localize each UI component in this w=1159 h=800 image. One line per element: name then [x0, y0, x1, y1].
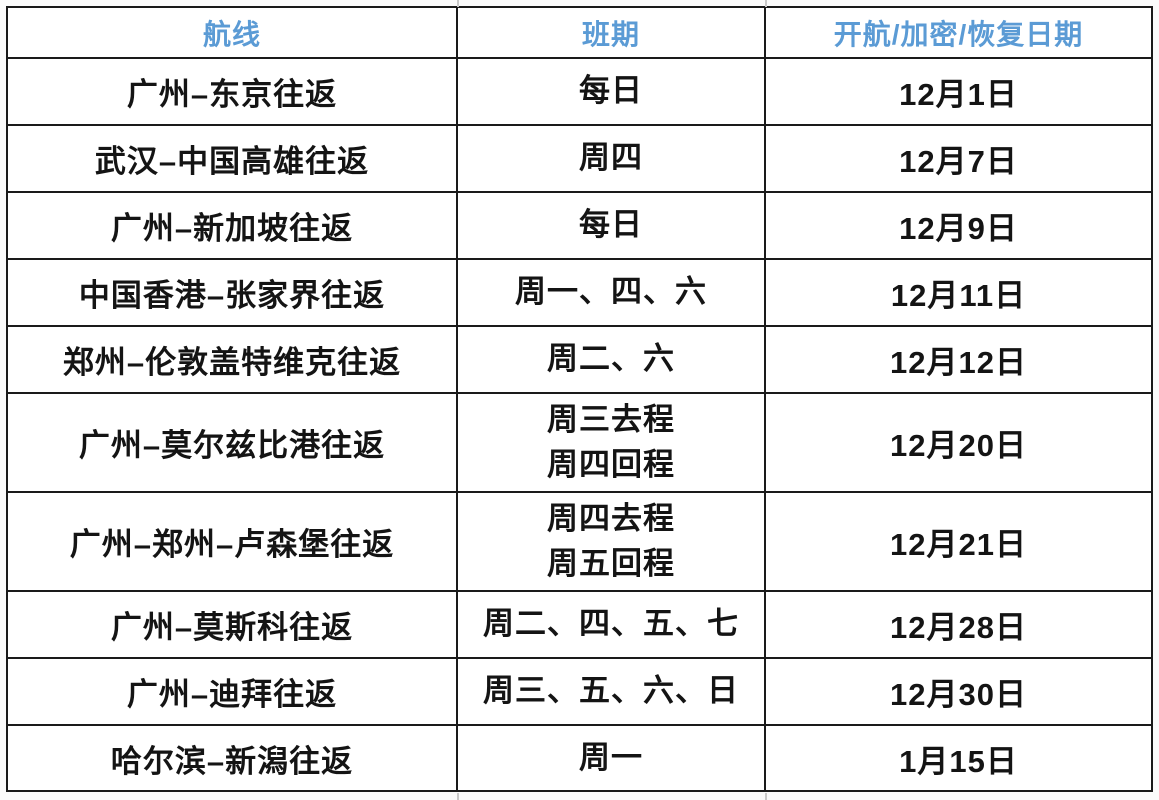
route-cell: 广州–新加坡往返 — [6, 191, 458, 260]
date-cell: 12月7日 — [764, 124, 1153, 193]
schedule-cell: 周三、五、六、日 — [456, 657, 766, 726]
table-row: 广州–莫斯科往返 周二、四、五、七 12月28日 — [6, 590, 1153, 659]
date-cell: 12月9日 — [764, 191, 1153, 260]
table-row: 中国香港–张家界往返 周一、四、六 12月11日 — [6, 258, 1153, 327]
gridline-tick — [765, 0, 767, 7]
route-cell: 郑州–伦敦盖特维克往返 — [6, 325, 458, 394]
table-row: 广州–迪拜往返 周三、五、六、日 12月30日 — [6, 657, 1153, 726]
table-row: 哈尔滨–新潟往返 周一 1月15日 — [6, 724, 1153, 792]
flight-schedule-table: 航线 班期 开航/加密/恢复日期 广州–东京往返 每日 12月1日 武汉–中国高… — [6, 6, 1153, 792]
table-row: 广州–东京往返 每日 12月1日 — [6, 57, 1153, 126]
gridline-tick — [457, 0, 459, 7]
column-header-date: 开航/加密/恢复日期 — [764, 6, 1153, 59]
date-cell: 12月28日 — [764, 590, 1153, 659]
table-row: 郑州–伦敦盖特维克往返 周二、六 12月12日 — [6, 325, 1153, 394]
table-row: 广州–新加坡往返 每日 12月9日 — [6, 191, 1153, 260]
route-cell: 广州–莫尔兹比港往返 — [6, 392, 458, 493]
flight-schedule-table-container: 航线 班期 开航/加密/恢复日期 广州–东京往返 每日 12月1日 武汉–中国高… — [6, 6, 1153, 792]
date-cell: 12月1日 — [764, 57, 1153, 126]
schedule-cell: 周四去程 周五回程 — [456, 491, 766, 592]
table-row: 广州–莫尔兹比港往返 周三去程 周四回程 12月20日 — [6, 392, 1153, 493]
schedule-cell: 周三去程 周四回程 — [456, 392, 766, 493]
date-cell: 12月12日 — [764, 325, 1153, 394]
schedule-cell: 周四 — [456, 124, 766, 193]
table-row: 广州–郑州–卢森堡往返 周四去程 周五回程 12月21日 — [6, 491, 1153, 592]
route-cell: 广州–东京往返 — [6, 57, 458, 126]
date-cell: 12月20日 — [764, 392, 1153, 493]
gridline-tick — [765, 793, 767, 800]
column-header-route: 航线 — [6, 6, 458, 59]
date-cell: 12月11日 — [764, 258, 1153, 327]
gridline-tick — [457, 793, 459, 800]
schedule-cell: 周一 — [456, 724, 766, 792]
route-cell: 广州–莫斯科往返 — [6, 590, 458, 659]
schedule-cell: 每日 — [456, 191, 766, 260]
column-header-schedule: 班期 — [456, 6, 766, 59]
route-cell: 广州–郑州–卢森堡往返 — [6, 491, 458, 592]
route-cell: 武汉–中国高雄往返 — [6, 124, 458, 193]
schedule-cell: 周二、六 — [456, 325, 766, 394]
date-cell: 1月15日 — [764, 724, 1153, 792]
schedule-cell: 每日 — [456, 57, 766, 126]
route-cell: 哈尔滨–新潟往返 — [6, 724, 458, 792]
header-row: 航线 班期 开航/加密/恢复日期 — [6, 6, 1153, 59]
route-cell: 中国香港–张家界往返 — [6, 258, 458, 327]
date-cell: 12月21日 — [764, 491, 1153, 592]
schedule-cell: 周二、四、五、七 — [456, 590, 766, 659]
schedule-cell: 周一、四、六 — [456, 258, 766, 327]
table-row: 武汉–中国高雄往返 周四 12月7日 — [6, 124, 1153, 193]
route-cell: 广州–迪拜往返 — [6, 657, 458, 726]
date-cell: 12月30日 — [764, 657, 1153, 726]
